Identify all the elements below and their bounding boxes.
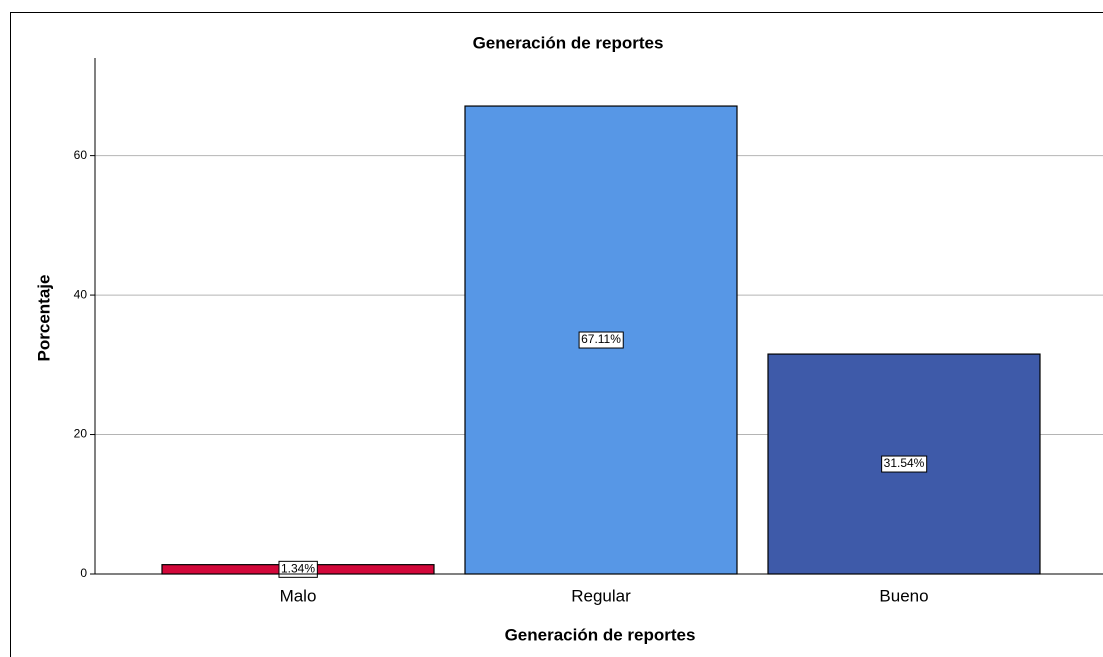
y-tick-label: 40 <box>74 287 88 301</box>
x-tick-label: Regular <box>571 586 631 605</box>
y-tick-label: 60 <box>74 148 88 162</box>
data-label-box <box>278 560 318 578</box>
data-label: 67.11% <box>581 332 621 346</box>
x-tick-label: Malo <box>280 586 317 605</box>
chart-title: Generación de reportes <box>473 33 664 52</box>
x-tick-label: Bueno <box>879 586 928 605</box>
y-tick-label: 0 <box>80 566 87 580</box>
x-axis-title: Generación de reportes <box>505 625 696 644</box>
y-tick-label: 20 <box>74 427 88 441</box>
data-label: 31.54% <box>884 456 925 470</box>
data-label-box <box>578 331 624 349</box>
y-axis-title: Porcentaje <box>34 275 53 362</box>
data-label: 1.34% <box>281 562 315 576</box>
data-label-box <box>881 455 928 473</box>
